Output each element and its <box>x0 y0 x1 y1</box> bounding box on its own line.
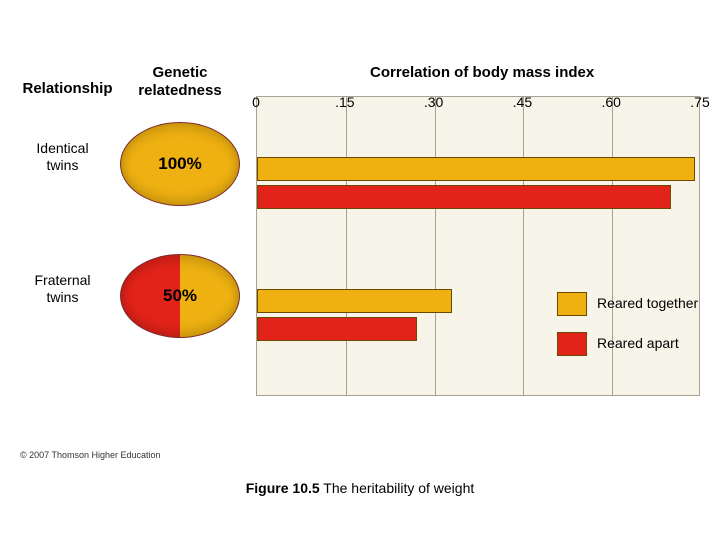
bar-reared-together <box>257 157 695 181</box>
legend-swatch-apart <box>557 332 587 356</box>
pie-percent-label: 100% <box>120 122 240 206</box>
row-label: Fraternal twins <box>20 272 105 306</box>
gridline <box>523 97 524 395</box>
legend-label-together: Reared together <box>597 295 698 311</box>
x-tick-label: .75 <box>690 94 709 110</box>
bar-reared-apart <box>257 317 417 341</box>
pie-percent-label: 50% <box>120 254 240 338</box>
row-label: Identical twins <box>20 140 105 174</box>
x-tick-label: 0 <box>252 94 260 110</box>
pie-chart: 100% <box>120 122 240 206</box>
x-tick-label: .30 <box>424 94 443 110</box>
figure-area: Relationship Genetic relatedness Correla… <box>20 60 700 440</box>
gridline <box>435 97 436 395</box>
bar-reared-together <box>257 289 452 313</box>
pie-chart: 50% <box>120 254 240 338</box>
copyright-text: © 2007 Thomson Higher Education <box>20 450 161 460</box>
gridline <box>346 97 347 395</box>
legend-swatch-together <box>557 292 587 316</box>
legend-label-apart: Reared apart <box>597 335 679 351</box>
header-relatedness: Genetic relatedness <box>120 64 240 100</box>
caption-text: The heritability of weight <box>320 480 475 496</box>
x-tick-label: .15 <box>335 94 354 110</box>
figure-caption: Figure 10.5 The heritability of weight <box>0 480 720 496</box>
header-relationship: Relationship <box>20 80 115 98</box>
x-tick-label: .45 <box>513 94 532 110</box>
chart-title: Correlation of body mass index <box>370 64 594 81</box>
caption-title: Figure 10.5 <box>246 480 320 496</box>
chart-panel: Reared together Reared apart <box>256 96 700 396</box>
bar-reared-apart <box>257 185 671 209</box>
x-tick-label: .60 <box>601 94 620 110</box>
